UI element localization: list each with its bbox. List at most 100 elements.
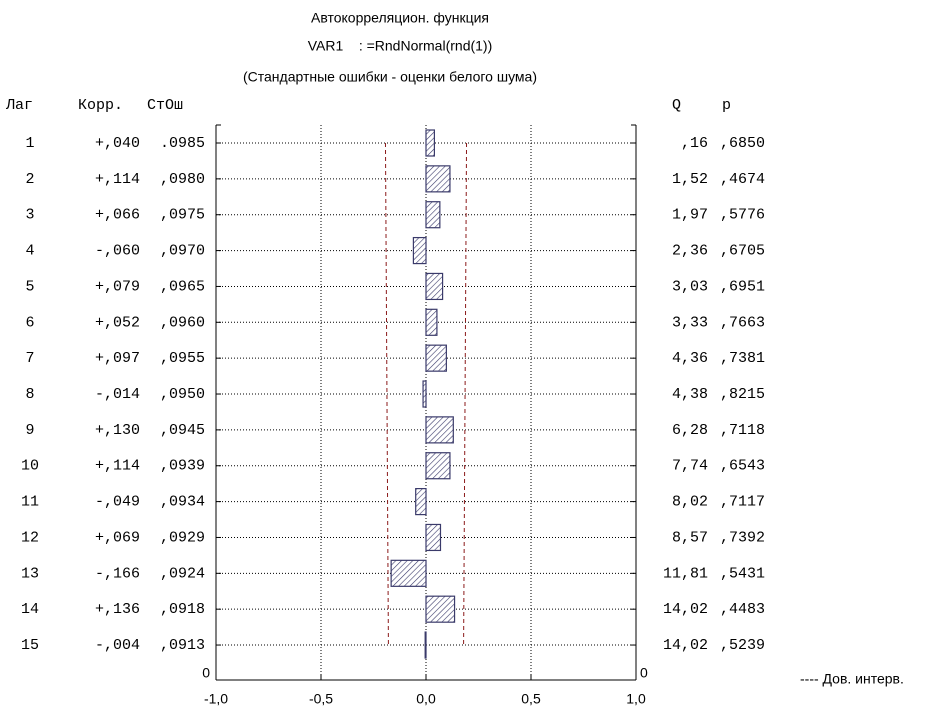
x-tick-label: 0,0 bbox=[416, 691, 436, 707]
se-label: ,0955 bbox=[160, 350, 205, 367]
corr-label: -,060 bbox=[95, 243, 140, 260]
p-label: ,7663 bbox=[720, 314, 765, 331]
corr-label: +,040 bbox=[95, 135, 140, 152]
q-label: 7,74 bbox=[672, 458, 708, 475]
lag-label: 13 bbox=[21, 565, 39, 582]
se-label: ,0918 bbox=[160, 601, 205, 618]
bar bbox=[425, 416, 454, 444]
p-label: ,7381 bbox=[720, 350, 765, 367]
se-label: ,0975 bbox=[160, 207, 205, 224]
p-label: ,4674 bbox=[720, 171, 765, 188]
lag-label: 15 bbox=[21, 637, 39, 654]
q-label: 4,36 bbox=[672, 350, 708, 367]
se-label: ,0929 bbox=[160, 529, 205, 546]
bar bbox=[425, 344, 447, 372]
q-label: 14,02 bbox=[663, 637, 708, 654]
lag-label: 14 bbox=[21, 601, 39, 618]
p-label: ,6951 bbox=[720, 278, 765, 295]
p-label: ,6543 bbox=[720, 458, 765, 475]
lag-label: 4 bbox=[25, 243, 34, 260]
title: (Стандартные ошибки - оценки белого шума… bbox=[243, 69, 537, 85]
q-label: 1,52 bbox=[672, 171, 708, 188]
se-label: ,0924 bbox=[160, 565, 205, 582]
corr-label: -,014 bbox=[95, 386, 140, 403]
p-label: ,8215 bbox=[720, 386, 765, 403]
lag-label: 10 bbox=[21, 458, 39, 475]
q-label: ,16 bbox=[681, 135, 708, 152]
corr-label: +,130 bbox=[95, 422, 140, 439]
q-label: 6,28 bbox=[672, 422, 708, 439]
p-label: ,7117 bbox=[720, 494, 765, 511]
bar bbox=[412, 236, 427, 265]
bar bbox=[422, 380, 427, 408]
column-header: Лаг bbox=[5, 97, 33, 114]
p-label: ,5239 bbox=[720, 637, 765, 654]
corr-label: -,166 bbox=[95, 565, 140, 582]
lag-label: 1 bbox=[25, 135, 34, 152]
lag-label: 5 bbox=[25, 278, 34, 295]
se-label: ,0980 bbox=[160, 171, 205, 188]
p-label: ,5776 bbox=[720, 207, 765, 224]
corr-label: -,049 bbox=[95, 494, 140, 511]
bar bbox=[425, 129, 435, 157]
se-label: ,0950 bbox=[160, 386, 205, 403]
p-label: ,6850 bbox=[720, 135, 765, 152]
se-label: ,0960 bbox=[160, 314, 205, 331]
p-label: ,4483 bbox=[720, 601, 765, 618]
bar bbox=[425, 308, 438, 336]
corr-label: +,114 bbox=[95, 458, 140, 475]
q-label: 14,02 bbox=[663, 601, 708, 618]
column-header: p bbox=[722, 97, 731, 114]
p-label: ,7392 bbox=[720, 529, 765, 546]
q-label: 4,38 bbox=[672, 386, 708, 403]
bar bbox=[425, 595, 456, 623]
bar bbox=[425, 452, 451, 480]
q-label: 11,81 bbox=[663, 565, 708, 582]
se-label: ,0934 bbox=[160, 494, 205, 511]
bar bbox=[425, 272, 444, 301]
q-label: 8,57 bbox=[672, 529, 708, 546]
y-axis-label: 0 bbox=[202, 665, 210, 681]
x-tick-label: -1,0 bbox=[204, 691, 228, 707]
column-header: СтОш bbox=[147, 97, 183, 114]
y-axis-label: 0 bbox=[640, 665, 648, 681]
bar bbox=[415, 488, 427, 516]
lag-label: 12 bbox=[21, 529, 39, 546]
se-label: ,0939 bbox=[160, 458, 205, 475]
se-label: ,0913 bbox=[160, 637, 205, 654]
p-label: ,6705 bbox=[720, 243, 765, 260]
lag-label: 7 bbox=[25, 350, 34, 367]
title: VAR1 : =RndNormal(rnd(1)) bbox=[308, 38, 493, 54]
corr-label: +,069 bbox=[95, 529, 140, 546]
corr-label: +,136 bbox=[95, 601, 140, 618]
se-label: .0985 bbox=[160, 135, 205, 152]
q-label: 1,97 bbox=[672, 207, 708, 224]
corr-label: +,097 bbox=[95, 350, 140, 367]
q-label: 8,02 bbox=[672, 494, 708, 511]
q-label: 3,33 bbox=[672, 314, 708, 331]
p-label: ,5431 bbox=[720, 565, 765, 582]
x-tick-label: 1,0 bbox=[626, 691, 646, 707]
bar bbox=[390, 559, 427, 587]
bar bbox=[425, 165, 451, 193]
x-tick-label: 0,5 bbox=[521, 691, 541, 707]
title: Автокорреляцион. функция bbox=[311, 10, 489, 26]
bar bbox=[424, 631, 427, 659]
se-label: ,0945 bbox=[160, 422, 205, 439]
column-header: Корр. bbox=[78, 97, 123, 114]
se-label: ,0970 bbox=[160, 243, 205, 260]
corr-label: +,079 bbox=[95, 278, 140, 295]
bar bbox=[425, 523, 442, 552]
bar bbox=[425, 201, 441, 229]
corr-label: -,004 bbox=[95, 637, 140, 654]
lag-label: 9 bbox=[25, 422, 34, 439]
x-tick-label: -0,5 bbox=[309, 691, 333, 707]
q-label: 3,03 bbox=[672, 278, 708, 295]
p-label: ,7118 bbox=[720, 422, 765, 439]
q-label: 2,36 bbox=[672, 243, 708, 260]
corr-label: +,066 bbox=[95, 207, 140, 224]
column-header: Q bbox=[672, 97, 681, 114]
lag-label: 8 bbox=[25, 386, 34, 403]
lag-label: 2 bbox=[25, 171, 34, 188]
